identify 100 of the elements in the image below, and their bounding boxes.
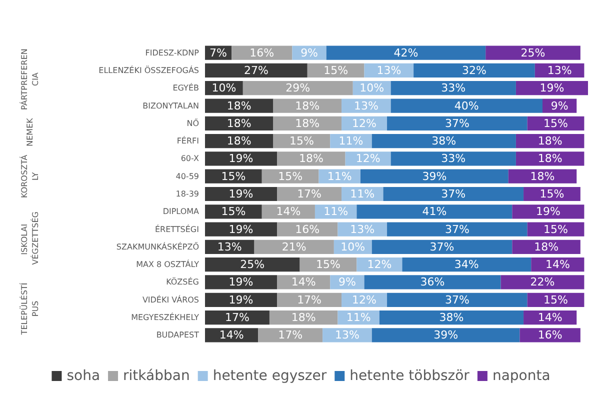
y-tick-label: ÉRETTSÉGI	[155, 224, 199, 234]
y-tick-label: SZAKMUNKÁSKÉPZŐ	[116, 241, 199, 252]
data-label: 11%	[346, 311, 371, 324]
data-label: 19%	[228, 276, 254, 289]
y-tick-label: 40-59	[176, 172, 199, 181]
bar	[277, 222, 338, 236]
bar	[277, 152, 346, 166]
bar	[205, 116, 274, 130]
legend-label: hetente többször	[350, 368, 470, 384]
data-label: 18%	[534, 240, 559, 254]
text: TELEPÜLÉSTÍPUS	[19, 282, 40, 336]
bar	[387, 292, 528, 307]
data-label: 17%	[297, 188, 322, 200]
bar	[356, 204, 512, 219]
data-label: 11%	[338, 134, 364, 148]
bar	[364, 275, 501, 290]
bar	[402, 258, 532, 272]
y-tick-label: VIDÉKI VÁROS	[142, 294, 199, 304]
bar	[277, 186, 342, 202]
data-label: 15%	[221, 205, 246, 218]
data-label: 13%	[376, 64, 402, 77]
bar	[500, 275, 584, 290]
data-label: 21%	[282, 240, 306, 254]
data-label: 17%	[225, 311, 250, 324]
data-label: 18%	[295, 116, 320, 130]
data-label: 22%	[530, 276, 555, 289]
data-label: 19%	[228, 293, 254, 306]
data-label: 11%	[327, 170, 352, 183]
legend-label: ritkábban	[123, 368, 190, 384]
data-label: 15%	[278, 170, 303, 183]
text: ISKOLAI VÉGZETTSÉG	[20, 212, 40, 265]
data-label: 15%	[540, 188, 564, 200]
data-label: 14%	[538, 311, 562, 324]
bar	[242, 81, 353, 96]
bar	[277, 292, 342, 307]
data-label: 12%	[356, 152, 380, 166]
y-tick-label: EGYÉB	[172, 82, 199, 93]
data-label: 37%	[444, 222, 470, 236]
bar	[205, 258, 300, 272]
bar	[205, 275, 278, 290]
bar	[205, 292, 278, 307]
data-label: 40%	[454, 99, 479, 112]
data-label: 10%	[340, 240, 366, 254]
y-tick-label: NŐ	[186, 118, 199, 128]
data-label: 13%	[350, 222, 375, 236]
bar	[338, 222, 388, 236]
text: NEMEK	[26, 117, 34, 146]
data-label: 16%	[538, 328, 562, 342]
data-label: 29%	[286, 82, 310, 95]
y-tick-label: BIZONYTALAN	[142, 101, 200, 110]
bar	[390, 81, 516, 96]
data-label: 15%	[324, 64, 348, 77]
data-label: 38%	[432, 134, 456, 148]
data-label: 12%	[367, 258, 392, 272]
bar	[277, 275, 330, 290]
data-label: 15%	[221, 170, 246, 183]
data-label: 19%	[540, 82, 564, 95]
bar	[342, 98, 391, 113]
data-label: 17%	[278, 328, 303, 342]
data-label: 11%	[350, 188, 375, 200]
data-label: 12%	[352, 293, 376, 306]
bar	[527, 222, 584, 236]
data-label: 33%	[441, 82, 466, 95]
data-label: 37%	[444, 293, 470, 306]
y-tick-label: FÉRFI	[176, 136, 199, 146]
data-label: 18%	[226, 99, 252, 112]
bar	[486, 46, 580, 60]
data-label: 19%	[228, 152, 254, 166]
y-tick-label: FIDESZ-KDNP	[145, 48, 200, 58]
bar	[205, 98, 274, 113]
y-tick-label: 18-39	[176, 190, 199, 198]
bar	[372, 328, 520, 342]
data-label: 10%	[360, 82, 384, 95]
data-label: 32%	[462, 64, 486, 77]
data-label: 13%	[354, 99, 378, 112]
bar	[205, 152, 278, 166]
y-tick-label: DIPLOMA	[162, 207, 200, 216]
bar	[254, 240, 334, 254]
bar	[360, 169, 508, 184]
data-label: 18%	[298, 152, 324, 166]
data-label: 39%	[422, 170, 447, 183]
y-tick-label: 60-X	[180, 154, 200, 164]
data-label: 9%	[550, 99, 568, 112]
data-label: 12%	[352, 116, 376, 130]
y-tick-label: ELLENZÉKI ÖSSZEFOGÁS	[98, 64, 199, 75]
data-label: 15%	[316, 258, 340, 272]
data-label: 19%	[228, 222, 254, 236]
data-label: 7%	[210, 46, 227, 60]
data-label: 42%	[394, 46, 418, 60]
bar	[383, 186, 524, 202]
data-label: 37%	[430, 240, 454, 254]
data-label: 13%	[334, 328, 360, 342]
bar	[205, 63, 308, 78]
bar	[205, 310, 270, 325]
data-label: 14%	[219, 328, 244, 342]
data-label: 36%	[420, 276, 445, 289]
data-label: 18%	[226, 134, 252, 148]
data-label: 39%	[434, 328, 458, 342]
data-label: 14%	[291, 276, 316, 289]
data-label: 38%	[439, 311, 464, 324]
